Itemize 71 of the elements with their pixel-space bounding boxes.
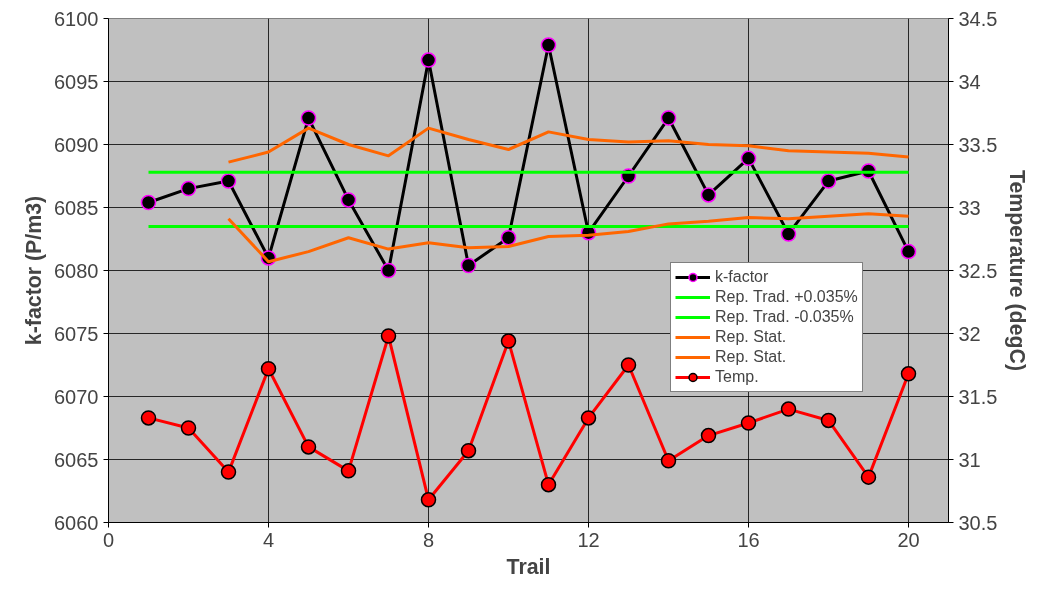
point [460,257,477,274]
point [860,469,877,485]
point [180,420,197,436]
y-tick-label: 6085 [54,196,99,219]
point [740,150,757,167]
point [780,401,797,417]
point [660,110,677,126]
point [740,415,757,431]
y-tick-label: 6075 [54,322,99,345]
x-tick-label: 0 [102,528,115,551]
point [580,410,597,426]
legend-label: Rep. Stat. [715,328,787,346]
legend-label: Temp. [715,368,759,386]
line-series [227,212,910,264]
y-tick-label: 6070 [54,385,99,408]
point [700,187,717,203]
y2-tick-label: 34 [958,70,981,93]
point [620,357,637,373]
point [460,442,477,459]
point [780,226,797,242]
legend-label: Rep. Stat. [715,348,787,366]
point [500,230,517,246]
point [300,110,317,126]
point [420,52,437,68]
y-axis-title: k-factor (P/m3) [22,195,47,346]
point [300,439,317,455]
point [340,192,357,208]
point [900,366,917,382]
x-tick-label: 16 [737,528,760,551]
y2-tick-label: 33 [958,196,981,219]
point [340,463,357,479]
x-tick-label: 12 [577,528,600,551]
point [140,194,157,211]
y2-tick-label: 30.5 [958,511,998,534]
line-series [227,126,910,164]
x-tick-label: 20 [897,528,920,551]
y-tick-label: 6080 [54,259,99,282]
legend-label: Rep. Trad. +0.035% [715,288,858,306]
y-tick-label: 6065 [54,448,99,471]
point [820,412,837,429]
y2-tick-label: 33.5 [958,133,998,156]
point [700,427,717,444]
y-tick-label: 6100 [54,7,99,30]
point [500,333,517,349]
point [900,243,917,260]
y-tick-label: 6090 [54,133,99,156]
x-tick-label: 4 [262,528,275,551]
point [540,476,557,493]
x-axis-title: Trail [506,554,551,579]
point [380,328,397,344]
x-tick-label: 8 [422,528,435,551]
point [220,464,237,480]
legend-label: Rep. Trad. -0.035% [715,308,854,326]
point [220,173,237,189]
y2-tick-label: 34.5 [958,7,998,30]
y2-tick-label: 31 [958,448,981,471]
y2-tick-label: 32.5 [958,259,998,282]
point [380,262,397,279]
point [660,453,677,469]
point [420,492,437,508]
point [140,410,157,426]
y2-axis-title: Temperature (degC) [1005,169,1030,372]
point [180,180,197,197]
y2-tick-label: 31.5 [958,385,998,408]
point [260,361,277,377]
y-tick-label: 6095 [54,70,99,93]
point [540,37,557,53]
y2-tick-label: 32 [958,322,981,345]
legend-label: k-factor [715,268,769,286]
y-tick-label: 6060 [54,511,99,534]
point [820,173,837,189]
